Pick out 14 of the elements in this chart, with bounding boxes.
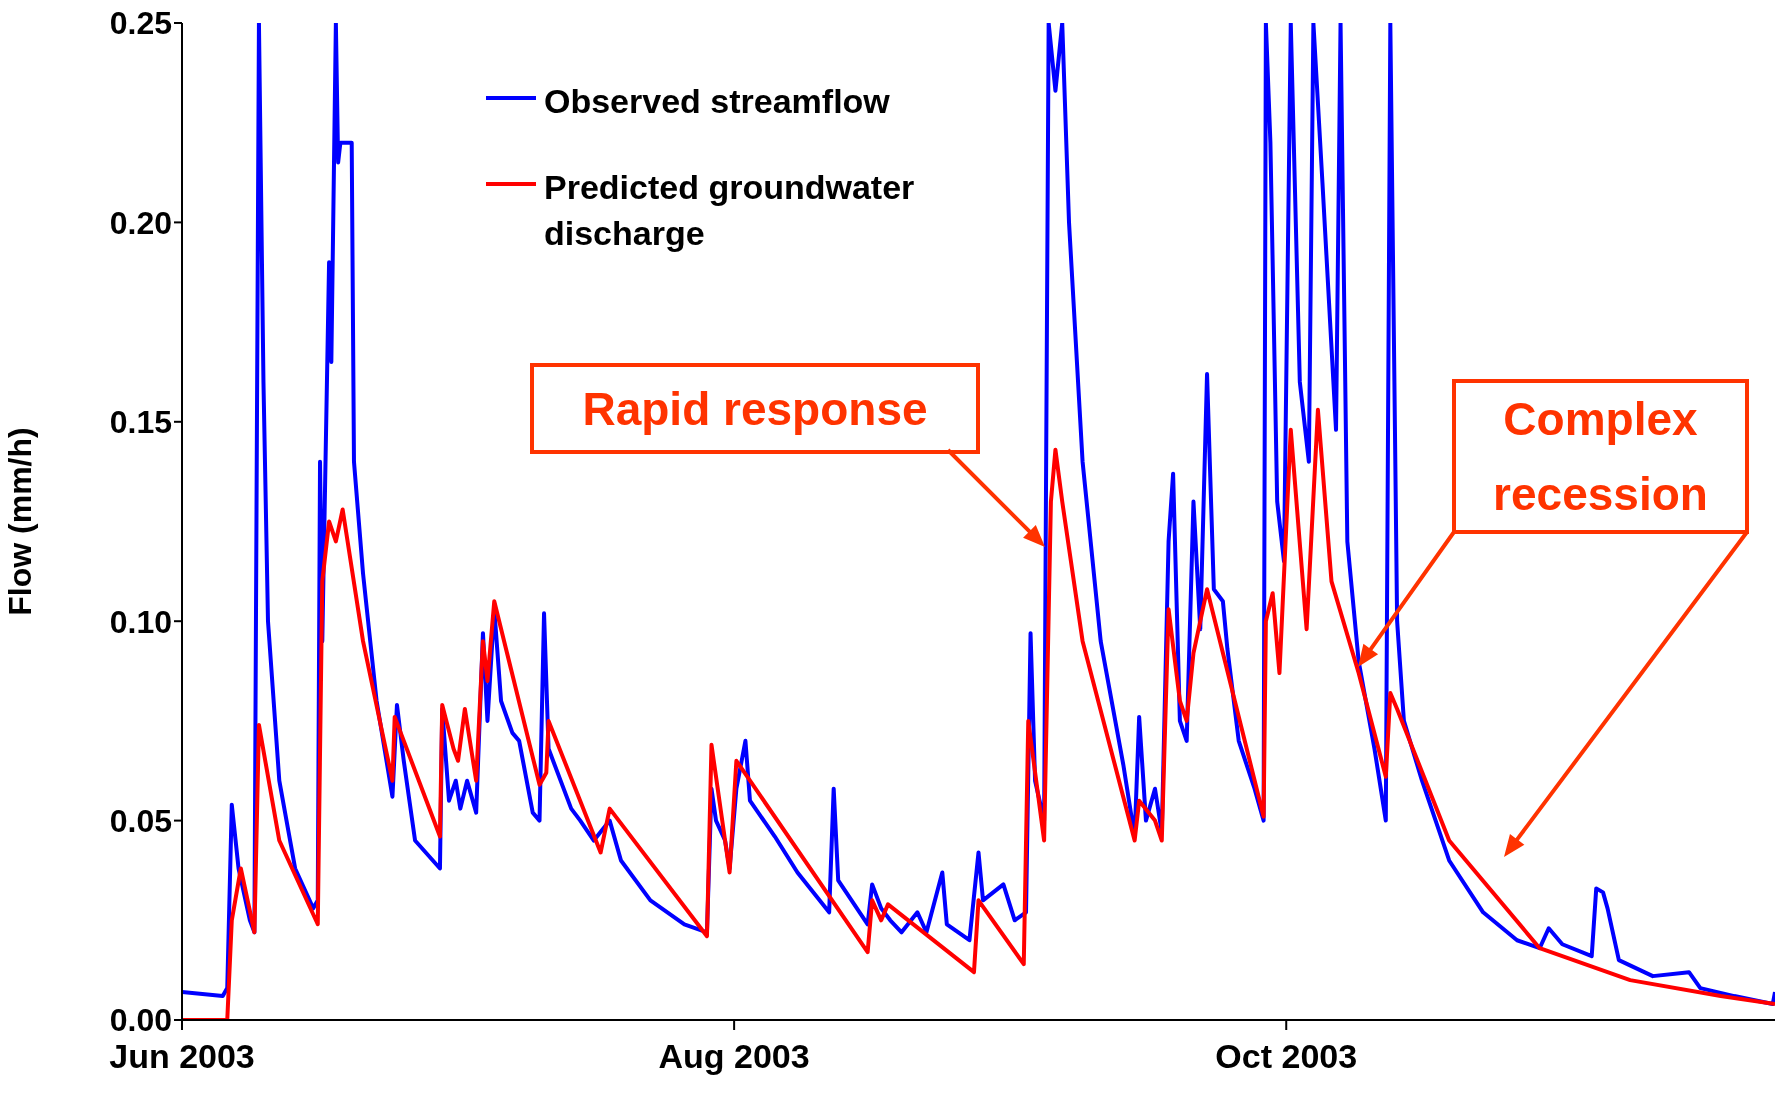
x-tick-label: Oct 2003 [1215, 1037, 1358, 1076]
y-tick-label: 0.20 [109, 204, 172, 241]
y-tick-label: 0.00 [109, 1002, 172, 1039]
y-tick-label: 0.10 [109, 603, 172, 640]
y-tick-label: 0.25 [109, 5, 172, 42]
annotation: Complex recession [1493, 392, 1708, 521]
y-axis-title: Flow (mm/h) [2, 427, 39, 616]
annotation: Rapid response [582, 382, 928, 435]
x-tick-label: Jun 2003 [109, 1037, 255, 1076]
y-tick-label: 0.15 [109, 404, 172, 441]
x-tick-label: Aug 2003 [658, 1037, 810, 1076]
legend-label: Observed streamflow [544, 81, 890, 122]
legend-label: Predicted groundwater discharge [544, 167, 916, 254]
y-tick-label: 0.05 [109, 802, 172, 839]
